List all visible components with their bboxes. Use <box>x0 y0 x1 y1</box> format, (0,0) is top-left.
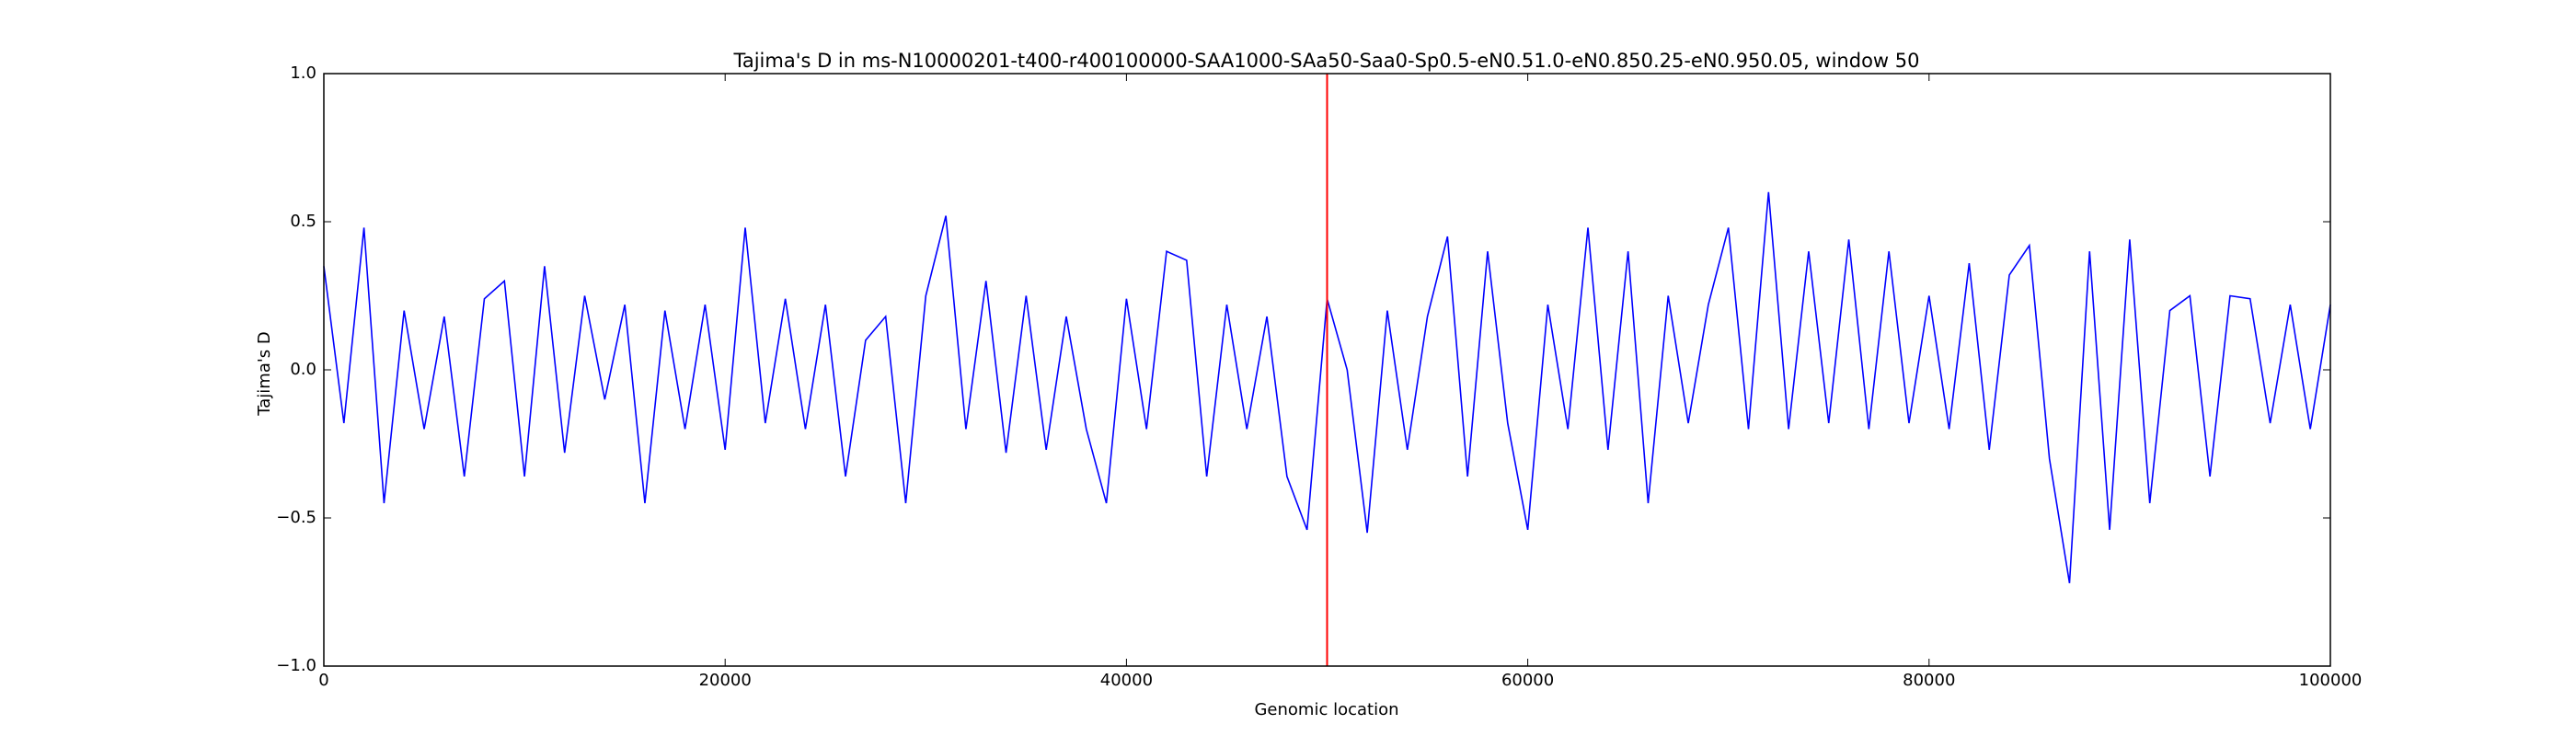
x-axis-label: Genomic location <box>1254 700 1398 719</box>
y-tick-label: −1.0 <box>276 656 316 675</box>
y-tick-label: −0.5 <box>276 508 316 527</box>
y-tick-label: 0.5 <box>290 212 316 231</box>
x-tick-label: 0 <box>318 671 328 690</box>
x-tick-label: 40000 <box>1100 671 1153 690</box>
x-tick-label: 80000 <box>1903 671 1955 690</box>
x-tick-label: 100000 <box>2299 671 2363 690</box>
y-axis-label: Tajima's D <box>255 331 274 417</box>
x-tick-label: 60000 <box>1501 671 1554 690</box>
x-tick-label: 20000 <box>699 671 752 690</box>
y-tick-label: 0.0 <box>290 360 316 379</box>
y-tick-label: 1.0 <box>290 63 316 83</box>
chart-title: Tajima's D in ms-N10000201-t400-r4001000… <box>732 50 1919 72</box>
